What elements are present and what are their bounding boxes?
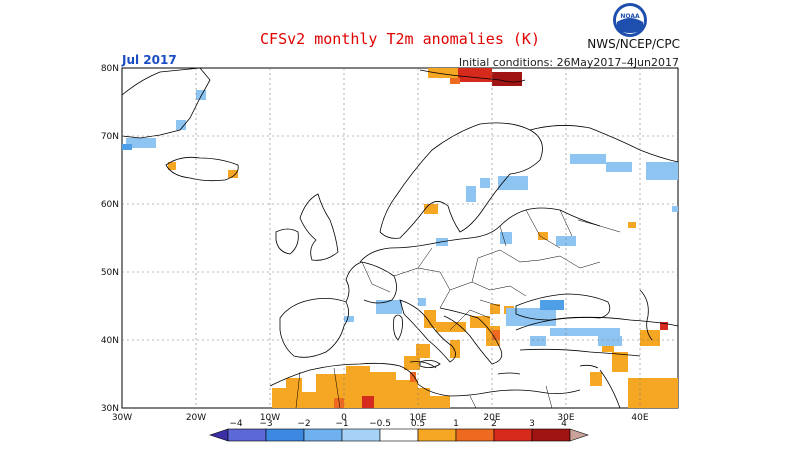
initial-conditions: Initial conditions: 26May2017–4Jun2017 bbox=[458, 56, 679, 69]
colorbar-label: −0.5 bbox=[369, 419, 391, 429]
colorbar-label: 2 bbox=[491, 419, 497, 429]
lon-label: 10W bbox=[260, 413, 280, 423]
anomaly-cells bbox=[122, 68, 678, 408]
lat-label: 50N bbox=[101, 268, 119, 278]
latitude-labels: 80N 70N 60N 50N 40N 30N bbox=[101, 64, 119, 414]
colorbar: −4 −3 −2 −1 −0.5 0.5 1 2 3 4 bbox=[209, 419, 589, 442]
agency-label: NWS/NCEP/CPC bbox=[587, 37, 680, 51]
lon-label: 0 bbox=[341, 413, 347, 423]
colorbar-min-arrow bbox=[209, 428, 229, 442]
colorbar-label: 0.5 bbox=[411, 419, 425, 429]
lon-label: 30W bbox=[112, 413, 132, 423]
colorbar-label: 3 bbox=[529, 419, 535, 429]
colorbar-label: 1 bbox=[453, 419, 459, 429]
lat-label: 80N bbox=[101, 64, 119, 74]
map-title: CFSv2 monthly T2m anomalies (K) bbox=[260, 30, 540, 48]
lon-label: 20E bbox=[483, 413, 500, 423]
lat-label: 40N bbox=[101, 336, 119, 346]
colorbar-label: −2 bbox=[297, 419, 310, 429]
forecast-month: Jul 2017 bbox=[122, 53, 177, 67]
lon-label: 10E bbox=[409, 413, 426, 423]
lat-label: 70N bbox=[101, 132, 119, 142]
country-borders bbox=[295, 209, 621, 409]
noaa-logo-icon: NOAA bbox=[613, 3, 647, 37]
colorbar-segment bbox=[531, 428, 571, 442]
colorbar-label: −4 bbox=[229, 419, 243, 429]
lon-label: 30E bbox=[557, 413, 574, 423]
svg-text:NOAA: NOAA bbox=[620, 13, 640, 20]
lat-label: 60N bbox=[101, 200, 119, 210]
lon-label: 20W bbox=[186, 413, 206, 423]
colorbar-segment bbox=[227, 428, 267, 442]
coastlines bbox=[121, 67, 679, 409]
colorbar-segment bbox=[493, 428, 533, 442]
colorbar-segment bbox=[455, 428, 495, 442]
colorbar-label: −3 bbox=[259, 419, 272, 429]
colorbar-segment bbox=[417, 428, 457, 442]
colorbar-segment bbox=[379, 428, 419, 442]
colorbar-segment bbox=[303, 428, 343, 442]
colorbar-segment bbox=[341, 428, 381, 442]
lon-label: 40E bbox=[631, 413, 648, 423]
colorbar-max-arrow bbox=[569, 428, 589, 442]
colorbar-label: 4 bbox=[561, 419, 567, 429]
lat-label: 30N bbox=[101, 404, 119, 414]
graticule bbox=[122, 68, 678, 408]
longitude-labels: 30W 20W 10W 0 10E 20E 30E 40E bbox=[112, 413, 649, 423]
colorbar-label: −1 bbox=[335, 419, 348, 429]
colorbar-segment bbox=[265, 428, 305, 442]
